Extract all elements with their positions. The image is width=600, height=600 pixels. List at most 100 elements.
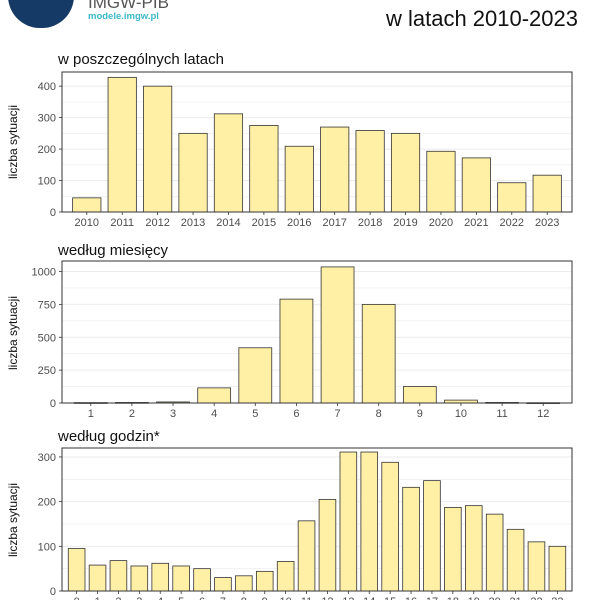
bar-2011	[107, 76, 137, 213]
x-tick-label: 1	[94, 596, 100, 600]
y-tick-label: 500	[38, 332, 56, 344]
bar-11	[297, 520, 316, 592]
org-url: modele.imgw.pl	[88, 11, 159, 22]
bar-6	[193, 568, 211, 592]
bar-5	[238, 347, 273, 404]
bar-2014	[213, 113, 244, 213]
x-tick-label: 2010	[75, 217, 99, 229]
x-tick-label: 2020	[429, 217, 453, 229]
x-tick-label: 12	[537, 408, 549, 420]
x-tick-label: 2022	[500, 217, 524, 229]
bar-23	[548, 545, 567, 592]
x-tick-label: 23	[551, 596, 563, 600]
y-tick-label: 300	[38, 452, 56, 464]
bar-19	[465, 505, 483, 592]
x-tick-label: 9	[262, 596, 268, 600]
x-tick-label: 2016	[287, 217, 311, 229]
bar-7	[214, 577, 232, 592]
x-tick-label: 13	[342, 596, 354, 600]
bar-2020	[426, 150, 456, 213]
x-tick-label: 5	[178, 596, 184, 600]
panel-title: w poszczególnych latach	[57, 51, 224, 68]
x-tick-label: 10	[280, 596, 292, 600]
y-tick-label: 750	[38, 299, 56, 311]
bar-2021	[461, 157, 491, 213]
bar-15	[381, 461, 399, 592]
y-tick-label: 100	[38, 176, 56, 188]
y-tick-label: 200	[38, 497, 56, 509]
bar-2013	[178, 132, 208, 213]
x-tick-label: 4	[211, 408, 217, 420]
bar-9	[402, 386, 437, 404]
x-tick-label: 6	[199, 596, 205, 600]
bar-2023	[532, 174, 562, 213]
x-tick-label: 1	[88, 408, 94, 420]
bar-3	[130, 565, 149, 592]
panel-border	[61, 260, 573, 404]
x-tick-label: 2017	[322, 217, 346, 229]
x-tick-label: 21	[509, 596, 521, 600]
x-tick-label: 14	[363, 596, 375, 600]
bar-2022	[497, 182, 527, 213]
y-axis-label: liczba sytuacji	[6, 483, 20, 557]
x-tick-label: 8	[241, 596, 247, 600]
bar-21	[506, 528, 525, 592]
panel-title: według miesięcy	[57, 242, 169, 259]
bar-10	[276, 561, 295, 592]
bar-13	[339, 451, 358, 592]
x-tick-label: 3	[170, 408, 176, 420]
x-tick-label: 2	[129, 408, 135, 420]
bar-2018	[355, 130, 385, 213]
x-tick-label: 2	[115, 596, 121, 600]
bar-2017	[320, 126, 350, 213]
x-tick-label: 11	[301, 596, 312, 600]
logo-text: GW	[22, 0, 54, 2]
bar-2016	[284, 145, 314, 213]
bar-2	[109, 560, 128, 592]
y-tick-label: 250	[38, 365, 56, 377]
x-tick-label: 5	[252, 408, 258, 420]
panel-title: według godzin*	[57, 428, 160, 445]
bar-2015	[249, 125, 279, 213]
x-tick-label: 2023	[535, 217, 559, 229]
bar-7	[320, 266, 355, 404]
x-tick-label: 2021	[464, 217, 488, 229]
x-tick-label: 2011	[110, 217, 134, 229]
x-tick-label: 17	[426, 596, 438, 600]
y-tick-label: 100	[38, 541, 56, 553]
bar-8	[235, 575, 253, 592]
bar-4	[197, 387, 232, 404]
panel-border	[61, 71, 573, 213]
bar-0	[67, 548, 86, 592]
bar-2012	[143, 85, 173, 213]
x-tick-label: 2013	[181, 217, 205, 229]
panel-border	[61, 447, 573, 592]
x-tick-label: 7	[220, 596, 226, 600]
x-tick-label: 2019	[393, 217, 417, 229]
x-tick-label: 18	[447, 596, 459, 600]
x-tick-label: 8	[376, 408, 382, 420]
x-tick-label: 15	[384, 596, 396, 600]
x-tick-label: 4	[157, 596, 163, 600]
bar-8	[361, 303, 396, 404]
header: GW IMGW-PIB modele.imgw.pl w latach 2010…	[0, 0, 600, 40]
bar-2010	[72, 197, 102, 213]
x-tick-label: 11	[496, 408, 507, 420]
y-tick-label: 1000	[32, 267, 56, 279]
x-tick-label: 0	[74, 596, 80, 600]
x-tick-label: 12	[321, 596, 333, 600]
bar-16	[402, 486, 420, 592]
org-name: IMGW-PIB	[88, 0, 169, 12]
bar-6	[279, 298, 314, 404]
x-tick-label: 2014	[216, 217, 240, 229]
x-tick-label: 16	[405, 596, 417, 600]
y-axis-label: liczba sytuacji	[6, 105, 20, 179]
y-tick-label: 300	[38, 113, 56, 125]
x-tick-label: 2012	[145, 217, 169, 229]
x-tick-label: 10	[455, 408, 467, 420]
y-tick-label: 200	[38, 144, 56, 156]
bar-1	[88, 564, 107, 592]
x-tick-label: 7	[335, 408, 341, 420]
x-tick-label: 9	[417, 408, 423, 420]
bar-2019	[390, 132, 421, 213]
